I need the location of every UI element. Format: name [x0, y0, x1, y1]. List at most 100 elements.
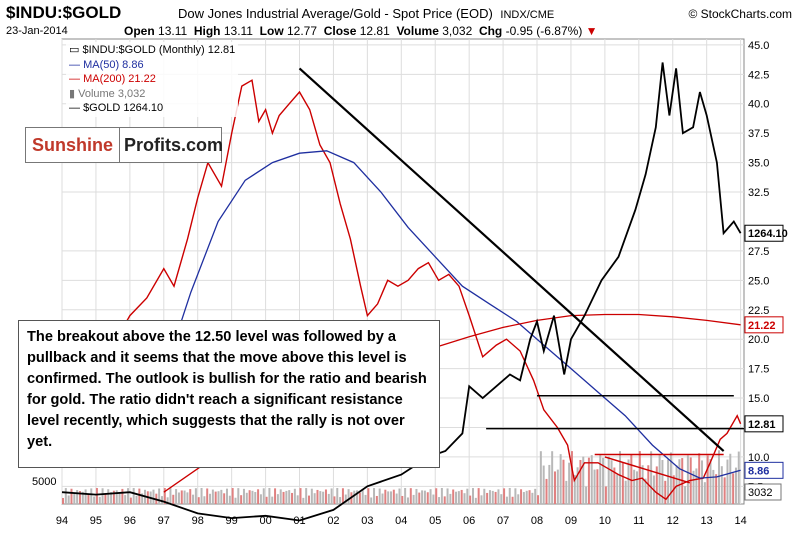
volume-bar [590, 455, 593, 504]
volume-bar [299, 488, 302, 504]
volume-bar [418, 492, 421, 504]
volume-bar [152, 489, 155, 504]
volume-bar [282, 491, 285, 504]
volume-bar [95, 488, 98, 504]
volume-bar [573, 474, 576, 504]
volume-bar [107, 489, 110, 504]
volume-bar [494, 491, 497, 504]
volume-bar [274, 488, 277, 504]
volume-bar [669, 452, 672, 504]
volume-bar [579, 459, 582, 504]
volume-bar [375, 495, 378, 504]
volume-bar [358, 492, 361, 504]
x-tick-label: 95 [90, 515, 102, 527]
volume-bar [701, 460, 704, 504]
ratio-line [61, 79, 742, 501]
volume-bar [421, 490, 424, 504]
volume-bar [630, 454, 633, 504]
volume-bar [203, 496, 206, 504]
stockcharts-brand[interactable]: © StockCharts.com [688, 7, 792, 21]
volume-bar [500, 494, 503, 504]
volume-bar [616, 474, 619, 504]
trendline-downtrend [298, 67, 725, 452]
volume-bar [644, 478, 647, 504]
volume-bar [206, 488, 209, 504]
volume-bar [336, 488, 339, 504]
volume-bar [607, 456, 610, 504]
volume-bar [296, 495, 299, 504]
volume-bar [480, 495, 483, 504]
volume-bar [398, 488, 401, 504]
volume-bar [604, 486, 607, 504]
volume-bar [248, 490, 251, 504]
gold-line [61, 62, 742, 522]
volume-bar [559, 454, 562, 504]
x-tick-label: 08 [531, 515, 543, 527]
volume-bar [548, 464, 551, 504]
volume-bar [242, 488, 245, 504]
volume-bar [319, 491, 322, 504]
last-volume-label: 3032 [748, 487, 772, 499]
volume-bar [545, 478, 548, 504]
last-value-box [744, 316, 784, 334]
volume-bar [163, 488, 166, 504]
y-tick-label: 35.0 [748, 158, 769, 170]
volume-bar [539, 451, 542, 504]
volume-bar [409, 488, 412, 504]
volume-bar [423, 490, 426, 504]
volume-bar [333, 496, 336, 504]
volume-bar [378, 488, 381, 504]
volume-bar [429, 489, 432, 504]
volume-bar [432, 494, 435, 504]
volume-bar [214, 491, 217, 504]
volume-bar [695, 468, 698, 504]
volume-bar [129, 497, 132, 504]
volume-bar [511, 496, 514, 504]
volume-bar [517, 494, 520, 504]
logo-part-1: Sunshine [26, 128, 121, 162]
ma50-line [163, 150, 741, 479]
volume-bar [254, 492, 257, 504]
volume-bar [293, 488, 296, 504]
volume-bar [115, 490, 118, 504]
volume-bar [223, 493, 226, 504]
volume-bar [307, 495, 310, 504]
y-tick-label: 20.0 [748, 334, 769, 346]
volume-bar [251, 490, 254, 504]
volume-bar [291, 492, 294, 504]
volume-bar [619, 451, 622, 504]
y-tick-label: 10.0 [748, 452, 769, 464]
volume-bar [370, 497, 373, 504]
volume-bar [426, 492, 429, 504]
volume-bar [635, 471, 638, 504]
chart-description: Dow Jones Industrial Average/Gold - Spot… [178, 6, 554, 21]
volume-bar [381, 493, 384, 504]
volume-bar [98, 496, 101, 504]
volume-bar [667, 459, 670, 504]
x-tick-label: 09 [565, 515, 577, 527]
volume-bar [327, 493, 330, 504]
volume-bar [712, 469, 715, 504]
volume-bar [70, 488, 73, 504]
volume-bar [556, 469, 559, 504]
volume-bar [305, 488, 308, 504]
volume-bar [641, 465, 644, 504]
volume-bar [737, 451, 740, 504]
volume-bar [655, 466, 658, 504]
volume-bar [302, 497, 305, 504]
volume-bar [197, 497, 200, 504]
volume-bar [87, 494, 90, 504]
volume-bar [127, 488, 130, 504]
x-tick-label: 05 [429, 515, 441, 527]
volume-bar [240, 495, 243, 504]
volume-bar [537, 495, 540, 504]
volume-bar [124, 495, 127, 504]
y-tick-label: 27.5 [748, 246, 769, 258]
x-tick-label: 14 [734, 515, 746, 527]
volume-bar [514, 488, 517, 504]
volume-bar [217, 491, 220, 504]
volume-bar [194, 488, 197, 504]
volume-bar [723, 477, 726, 504]
volume-bar [245, 492, 248, 504]
volume-bar [627, 459, 630, 504]
